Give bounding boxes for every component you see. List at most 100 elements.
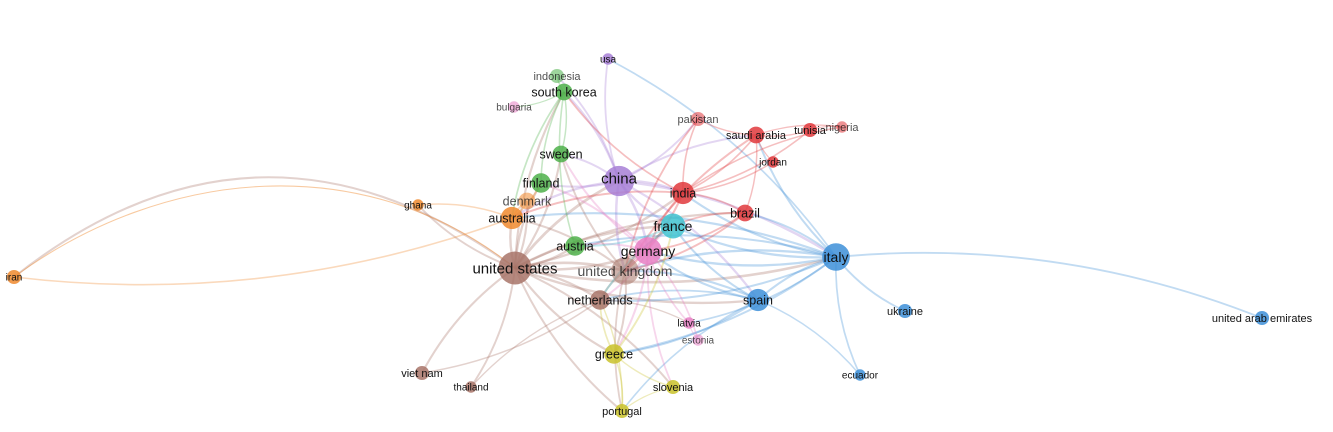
edge-united_kingdom-portugal	[614, 270, 626, 412]
label-italy: italy	[824, 249, 849, 265]
node-china[interactable]	[603, 165, 635, 197]
node-nigeria[interactable]	[836, 121, 848, 133]
node-tunisia[interactable]	[802, 122, 818, 138]
label-france: france	[654, 218, 693, 234]
edge-south_korea-australia	[511, 91, 565, 219]
edge-italy-austria	[574, 234, 837, 258]
edge-pakistan-united_kingdom	[624, 118, 699, 272]
node-netherlands[interactable]	[590, 290, 610, 310]
label-netherlands: netherlands	[567, 293, 632, 307]
node-united-states[interactable]	[498, 251, 532, 285]
label-thailand: thailand	[453, 383, 488, 394]
edge-united_states-india	[514, 192, 684, 270]
edge-saudi_arabia-nigeria	[755, 124, 843, 136]
edge-india-australia	[511, 190, 684, 219]
label-china: china	[601, 170, 638, 187]
node-slovenia[interactable]	[665, 379, 681, 395]
node-saudi-arabia[interactable]	[747, 126, 765, 144]
label-south-korea: south korea	[531, 85, 596, 99]
label-united-arab-emirates: united arab emirates	[1212, 313, 1313, 325]
node-ecuador[interactable]	[854, 369, 866, 381]
label-jordan: jordan	[758, 158, 787, 169]
label-austria: austria	[556, 239, 594, 253]
label-greece: greece	[595, 347, 633, 361]
label-spain: spain	[743, 293, 773, 307]
edge-spain-netherlands	[599, 289, 759, 301]
edge-australia-iran	[13, 217, 513, 286]
edge-china-saudi_arabia	[618, 133, 757, 182]
edge-italy-usa	[607, 58, 837, 258]
label-ukraine: ukraine	[887, 306, 923, 318]
edge-india-tunisia	[682, 129, 811, 194]
node-south-korea[interactable]	[555, 83, 573, 101]
node-usa[interactable]	[602, 53, 614, 65]
node-ukraine[interactable]	[897, 303, 913, 319]
node-portugal[interactable]	[614, 403, 630, 419]
edge-united_states-france	[514, 224, 674, 270]
label-indonesia: indonesia	[533, 71, 581, 83]
label-brazil: brazil	[730, 206, 760, 220]
label-estonia: estonia	[682, 336, 715, 347]
node-germany[interactable]	[634, 237, 662, 265]
node-united-arab-emirates[interactable]	[1254, 310, 1270, 326]
edge-spain-ecuador	[757, 299, 861, 376]
edge-germany-finland	[540, 182, 649, 252]
edge-china-spain	[618, 179, 759, 301]
label-germany: germany	[621, 243, 675, 259]
label-iran: iran	[6, 273, 23, 284]
node-spain[interactable]	[746, 288, 770, 312]
node-australia[interactable]	[500, 206, 524, 230]
node-austria[interactable]	[565, 236, 585, 256]
node-denmark[interactable]	[518, 192, 536, 210]
label-viet-nam: viet nam	[401, 368, 443, 380]
edge-united_states-south_korea	[513, 91, 565, 269]
label-united-states: united states	[472, 260, 557, 277]
node-greece[interactable]	[604, 344, 624, 364]
label-saudi-arabia: saudi arabia	[726, 130, 787, 142]
edge-china-italy	[618, 179, 837, 259]
label-sweden: sweden	[539, 147, 582, 161]
node-bulgaria[interactable]	[508, 101, 520, 113]
node-latvia[interactable]	[683, 317, 695, 329]
edge-spain-portugal	[621, 299, 759, 412]
node-finland[interactable]	[531, 173, 551, 193]
edge-italy-germany	[647, 249, 837, 267]
node-united-kingdom[interactable]	[611, 257, 639, 285]
node-sweden[interactable]	[552, 145, 570, 163]
label-australia: australia	[488, 211, 535, 225]
node-indonesia[interactable]	[549, 68, 565, 84]
node-india[interactable]	[671, 181, 695, 205]
node-iran[interactable]	[6, 269, 22, 285]
edge-netherlands-thailand	[470, 299, 601, 388]
node-estonia[interactable]	[692, 334, 704, 346]
edge-italy-netherlands	[599, 256, 837, 302]
node-brazil[interactable]	[736, 204, 754, 222]
edge-united_states-iran	[13, 176, 516, 278]
node-jordan[interactable]	[767, 156, 779, 168]
edge-india-nigeria	[682, 126, 843, 194]
label-ghana: ghana	[404, 201, 432, 212]
label-usa: usa	[600, 55, 617, 66]
node-italy[interactable]	[822, 243, 850, 271]
edge-united_kingdom-sweden	[560, 153, 626, 272]
edges-layer	[13, 58, 1263, 412]
node-france[interactable]	[660, 213, 686, 239]
label-portugal: portugal	[602, 406, 642, 418]
label-finland: finland	[523, 176, 560, 190]
edge-germany-sweden	[560, 153, 649, 252]
edge-brazil-united_kingdom	[624, 212, 746, 272]
label-ecuador: ecuador	[842, 371, 879, 382]
edge-italy-france	[672, 224, 837, 259]
node-pakistan[interactable]	[690, 111, 706, 127]
label-denmark: denmark	[503, 194, 552, 208]
edge-netherlands-viet_nam	[421, 299, 601, 374]
label-pakistan: pakistan	[678, 114, 719, 126]
node-thailand[interactable]	[465, 381, 477, 393]
node-viet-nam[interactable]	[414, 365, 430, 381]
edge-united_states-italy	[514, 255, 837, 284]
edge-united_states-iran-upper	[13, 185, 516, 278]
nodes-layer	[6, 53, 1270, 419]
label-bulgaria: bulgaria	[496, 103, 532, 114]
node-ghana[interactable]	[412, 199, 424, 211]
